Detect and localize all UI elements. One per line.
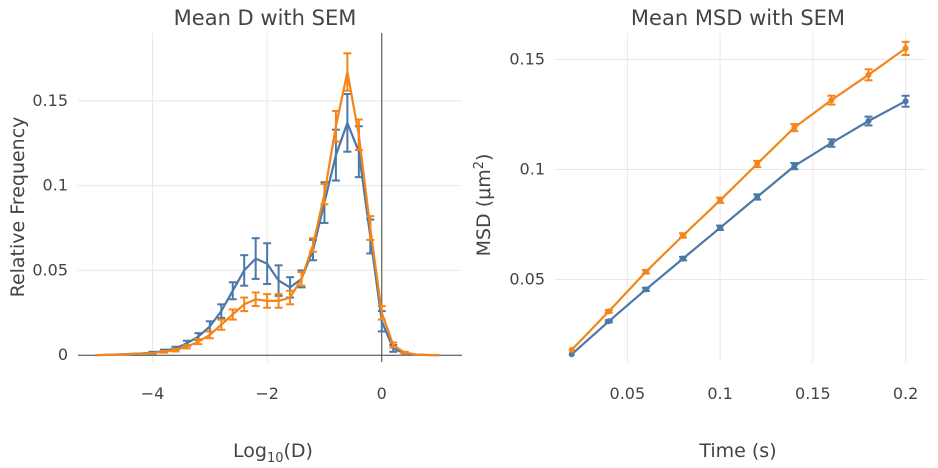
msd-y-tick-label: 0.05 xyxy=(509,269,545,288)
msd-data-point xyxy=(828,140,835,147)
d-orange-series xyxy=(95,52,440,357)
msd-data-point xyxy=(642,268,649,275)
msd-x-axis-label: Time (s) xyxy=(698,440,776,462)
msd-y-axis-label: MSD (μm2) xyxy=(472,154,495,257)
d-y-axis-label: Relative Frequency xyxy=(7,117,29,298)
d-chart-title: Mean D with SEM xyxy=(174,6,357,30)
d-y-ticks: 0 0.05 0.1 0.15 xyxy=(32,91,68,364)
msd-x-ticks: 0.05 0.1 0.15 0.2 xyxy=(610,384,919,403)
msd-data-point xyxy=(865,71,872,78)
msd-data-point xyxy=(605,318,612,325)
msd-data-point xyxy=(568,351,575,358)
d-x-ticks: −4 −2 0 xyxy=(141,384,387,403)
msd-x-tick-label: 0.15 xyxy=(795,384,831,403)
msd-data-point xyxy=(791,124,798,131)
d-y-tick-label: 0.15 xyxy=(32,91,68,110)
msd-data-point xyxy=(754,193,761,200)
d-y-tick-label: 0 xyxy=(58,345,68,364)
d-distribution-panel: −4 −2 0 0 0.05 0.1 0.15 Mean D with SEM Log10… xyxy=(7,6,462,466)
msd-data-point xyxy=(828,97,835,104)
msd-chart-title: Mean MSD with SEM xyxy=(631,6,845,30)
d-grid xyxy=(78,33,462,362)
msd-data-point xyxy=(605,308,612,315)
msd-data-point xyxy=(791,163,798,170)
msd-data-point xyxy=(568,346,575,353)
msd-data-point xyxy=(717,224,724,231)
msd-x-tick-label: 0.1 xyxy=(707,384,732,403)
msd-data-point xyxy=(754,160,761,167)
msd-x-tick-label: 0.2 xyxy=(893,384,918,403)
msd-data-point xyxy=(717,197,724,204)
msd-blue-series xyxy=(568,94,910,358)
d-x-tick-label: 0 xyxy=(377,384,387,403)
msd-data-point xyxy=(679,255,686,262)
msd-y-tick-label: 0.1 xyxy=(520,159,545,178)
d-x-axis-label: Log10(D) xyxy=(233,440,313,466)
msd-y-tick-label: 0.15 xyxy=(509,49,545,68)
msd-orange-series-line xyxy=(570,47,907,351)
msd-y-ticks: 0.05 0.1 0.15 xyxy=(509,49,545,288)
msd-blue-series-line xyxy=(570,100,907,356)
msd-data-point xyxy=(679,232,686,239)
msd-data-point xyxy=(902,98,909,105)
d-y-tick-label: 0.1 xyxy=(43,176,68,195)
msd-orange-series xyxy=(568,40,910,353)
msd-grid xyxy=(555,33,926,362)
d-y-tick-label: 0.05 xyxy=(32,260,68,279)
msd-data-point xyxy=(642,286,649,293)
msd-series xyxy=(568,40,910,358)
d-series xyxy=(95,52,440,357)
msd-panel: 0.05 0.1 0.15 0.2 0.05 0.1 0.15 Mean MSD with… xyxy=(472,6,926,462)
d-x-tick-label: −4 xyxy=(141,384,165,403)
msd-data-point xyxy=(902,45,909,52)
msd-data-point xyxy=(865,118,872,125)
msd-x-tick-label: 0.05 xyxy=(610,384,646,403)
d-x-tick-label: −2 xyxy=(255,384,279,403)
d-zero-line xyxy=(78,33,462,362)
